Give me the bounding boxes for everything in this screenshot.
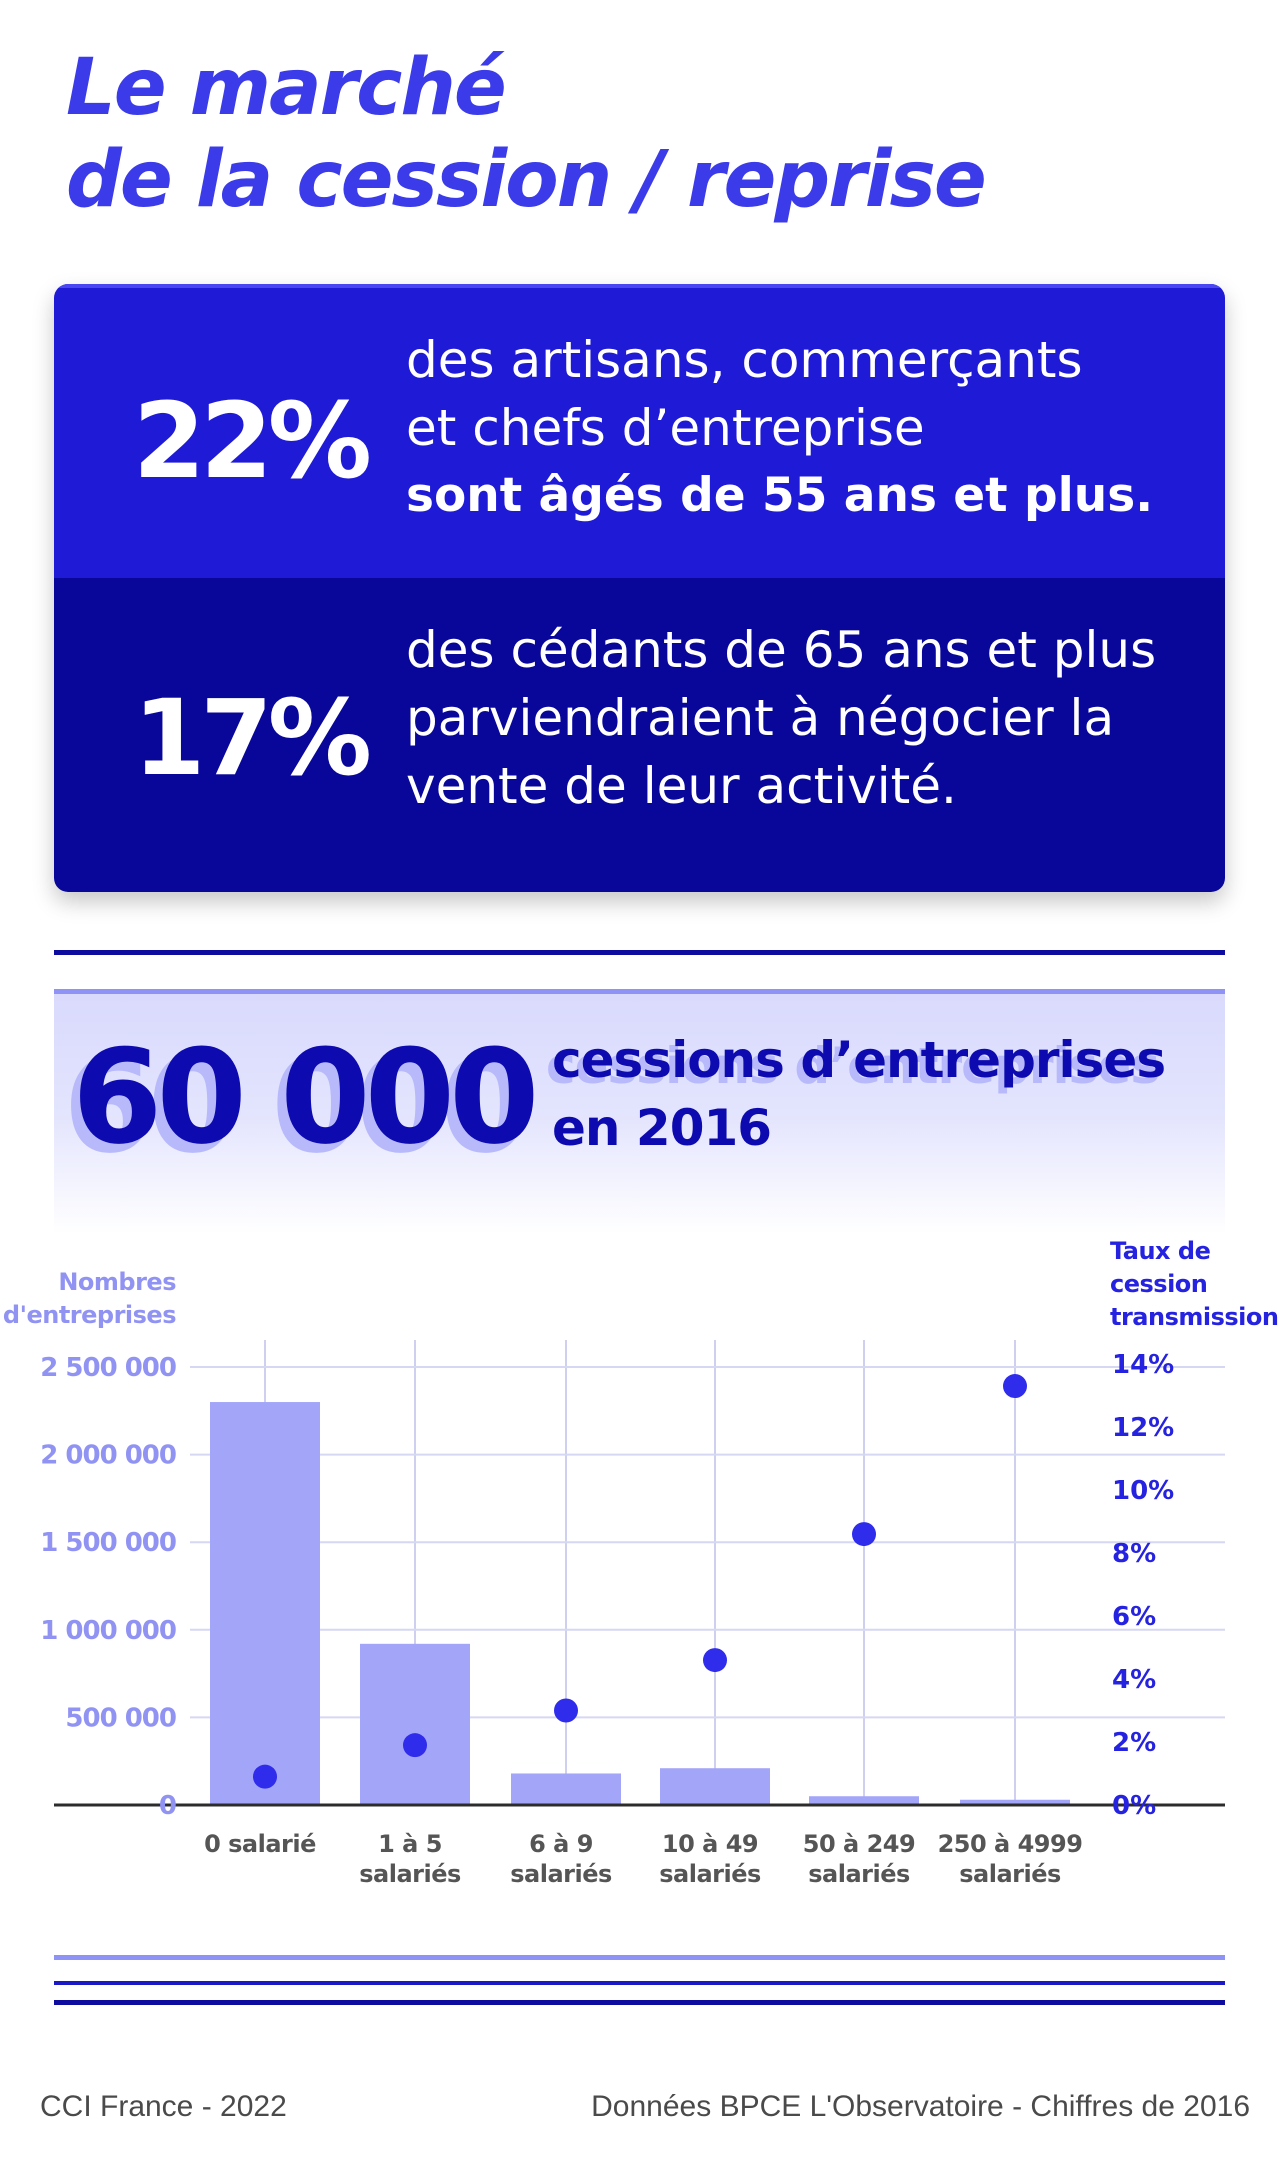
stat-line: des artisans, commerçants xyxy=(406,331,1083,389)
left-tick-label: 0 xyxy=(159,1791,176,1821)
page-title: Le marché de la cession / reprise xyxy=(66,42,987,226)
stat-row-sellers: 17% des cédants de 65 ans et plus parvie… xyxy=(54,578,1225,892)
category-label: salariés xyxy=(808,1860,910,1888)
footer-credit: CCI France - 2022 xyxy=(40,2090,287,2123)
category-label: 6 à 9 xyxy=(529,1830,593,1858)
bar xyxy=(960,1799,1070,1805)
title-line: Le marché xyxy=(66,43,507,133)
right-axis-title: cession xyxy=(1110,1270,1207,1298)
divider-line xyxy=(54,950,1225,955)
stat-description: des cédants de 65 ans et plus parviendra… xyxy=(406,616,1206,820)
stat-row-age: 22% des artisans, commerçants et chefs d… xyxy=(54,284,1225,582)
right-axis-title: transmission xyxy=(1110,1303,1278,1331)
right-axis-title: Taux de xyxy=(1110,1237,1211,1265)
right-tick-label: 12% xyxy=(1112,1413,1174,1443)
category-label: salariés xyxy=(359,1860,461,1888)
category-label: 250 à 4999 xyxy=(938,1830,1083,1858)
category-label: salariés xyxy=(959,1860,1061,1888)
rate-point xyxy=(1003,1374,1027,1399)
stat-line: parviendraient à négocier la xyxy=(406,689,1115,747)
rate-point xyxy=(554,1698,578,1723)
stat-line: vente de leur activité. xyxy=(406,757,957,815)
left-axis-title: d'entreprises xyxy=(3,1301,176,1329)
category-label: 0 salarié xyxy=(204,1830,316,1858)
stat-line-bold: sont âgés de 55 ans et plus. xyxy=(406,468,1154,523)
left-tick-label: 1 500 000 xyxy=(40,1528,176,1558)
category-label: 1 à 5 xyxy=(378,1830,442,1858)
bar xyxy=(660,1768,770,1805)
left-axis-title: Nombres xyxy=(58,1268,176,1296)
right-tick-label: 6% xyxy=(1112,1602,1156,1632)
right-tick-label: 4% xyxy=(1112,1665,1156,1695)
business-transfer-chart: 0 500 000 1 000 000 1 500 000 2 000 000 2 500… xyxy=(3,1237,1279,1888)
bar xyxy=(360,1643,470,1805)
right-tick-label: 10% xyxy=(1112,1476,1174,1506)
left-tick-label: 2 000 000 xyxy=(40,1441,176,1471)
stats-card: 22% des artisans, commerçants et chefs d… xyxy=(54,284,1225,892)
divider-line xyxy=(54,2000,1225,2005)
headline-band xyxy=(54,994,1225,1234)
stat-value: 22% xyxy=(133,380,372,502)
right-tick-label: 8% xyxy=(1112,1539,1156,1569)
left-tick-label: 500 000 xyxy=(65,1703,176,1733)
stat-line: et chefs d’entreprise xyxy=(406,399,925,457)
bar xyxy=(809,1796,919,1805)
divider-line xyxy=(54,1955,1225,1960)
footer-source: Données BPCE L'Observatoire - Chiffres d… xyxy=(591,2090,1250,2123)
right-tick-label: 14% xyxy=(1112,1350,1174,1380)
rate-point xyxy=(253,1764,277,1789)
headline-number: 60 000 xyxy=(72,1021,540,1173)
headline-caption: cessions d’entreprises en 2016 xyxy=(552,1026,1252,1162)
right-tick-label: 2% xyxy=(1112,1728,1156,1758)
category-label: 50 à 249 xyxy=(803,1830,915,1858)
right-tick-label: 0% xyxy=(1112,1791,1156,1821)
stat-description: des artisans, commerçants et chefs d’ent… xyxy=(406,326,1206,530)
headline-caption-line: en 2016 xyxy=(552,1099,772,1157)
divider-line xyxy=(54,1981,1225,1985)
category-label: salariés xyxy=(510,1860,612,1888)
divider-line xyxy=(54,989,1225,994)
rate-point xyxy=(403,1733,427,1758)
category-label: 10 à 49 xyxy=(662,1830,758,1858)
bar xyxy=(511,1773,621,1805)
bar xyxy=(210,1402,320,1805)
stat-value: 17% xyxy=(133,677,372,799)
left-tick-label: 2 500 000 xyxy=(40,1353,176,1383)
category-label: salariés xyxy=(659,1860,761,1888)
title-line: de la cession / reprise xyxy=(66,135,987,225)
left-tick-label: 1 000 000 xyxy=(40,1616,176,1646)
rate-point xyxy=(703,1648,727,1673)
stat-line: des cédants de 65 ans et plus xyxy=(406,621,1157,679)
rate-point xyxy=(852,1522,876,1547)
headline-caption-line: cessions d’entreprises xyxy=(552,1031,1166,1089)
